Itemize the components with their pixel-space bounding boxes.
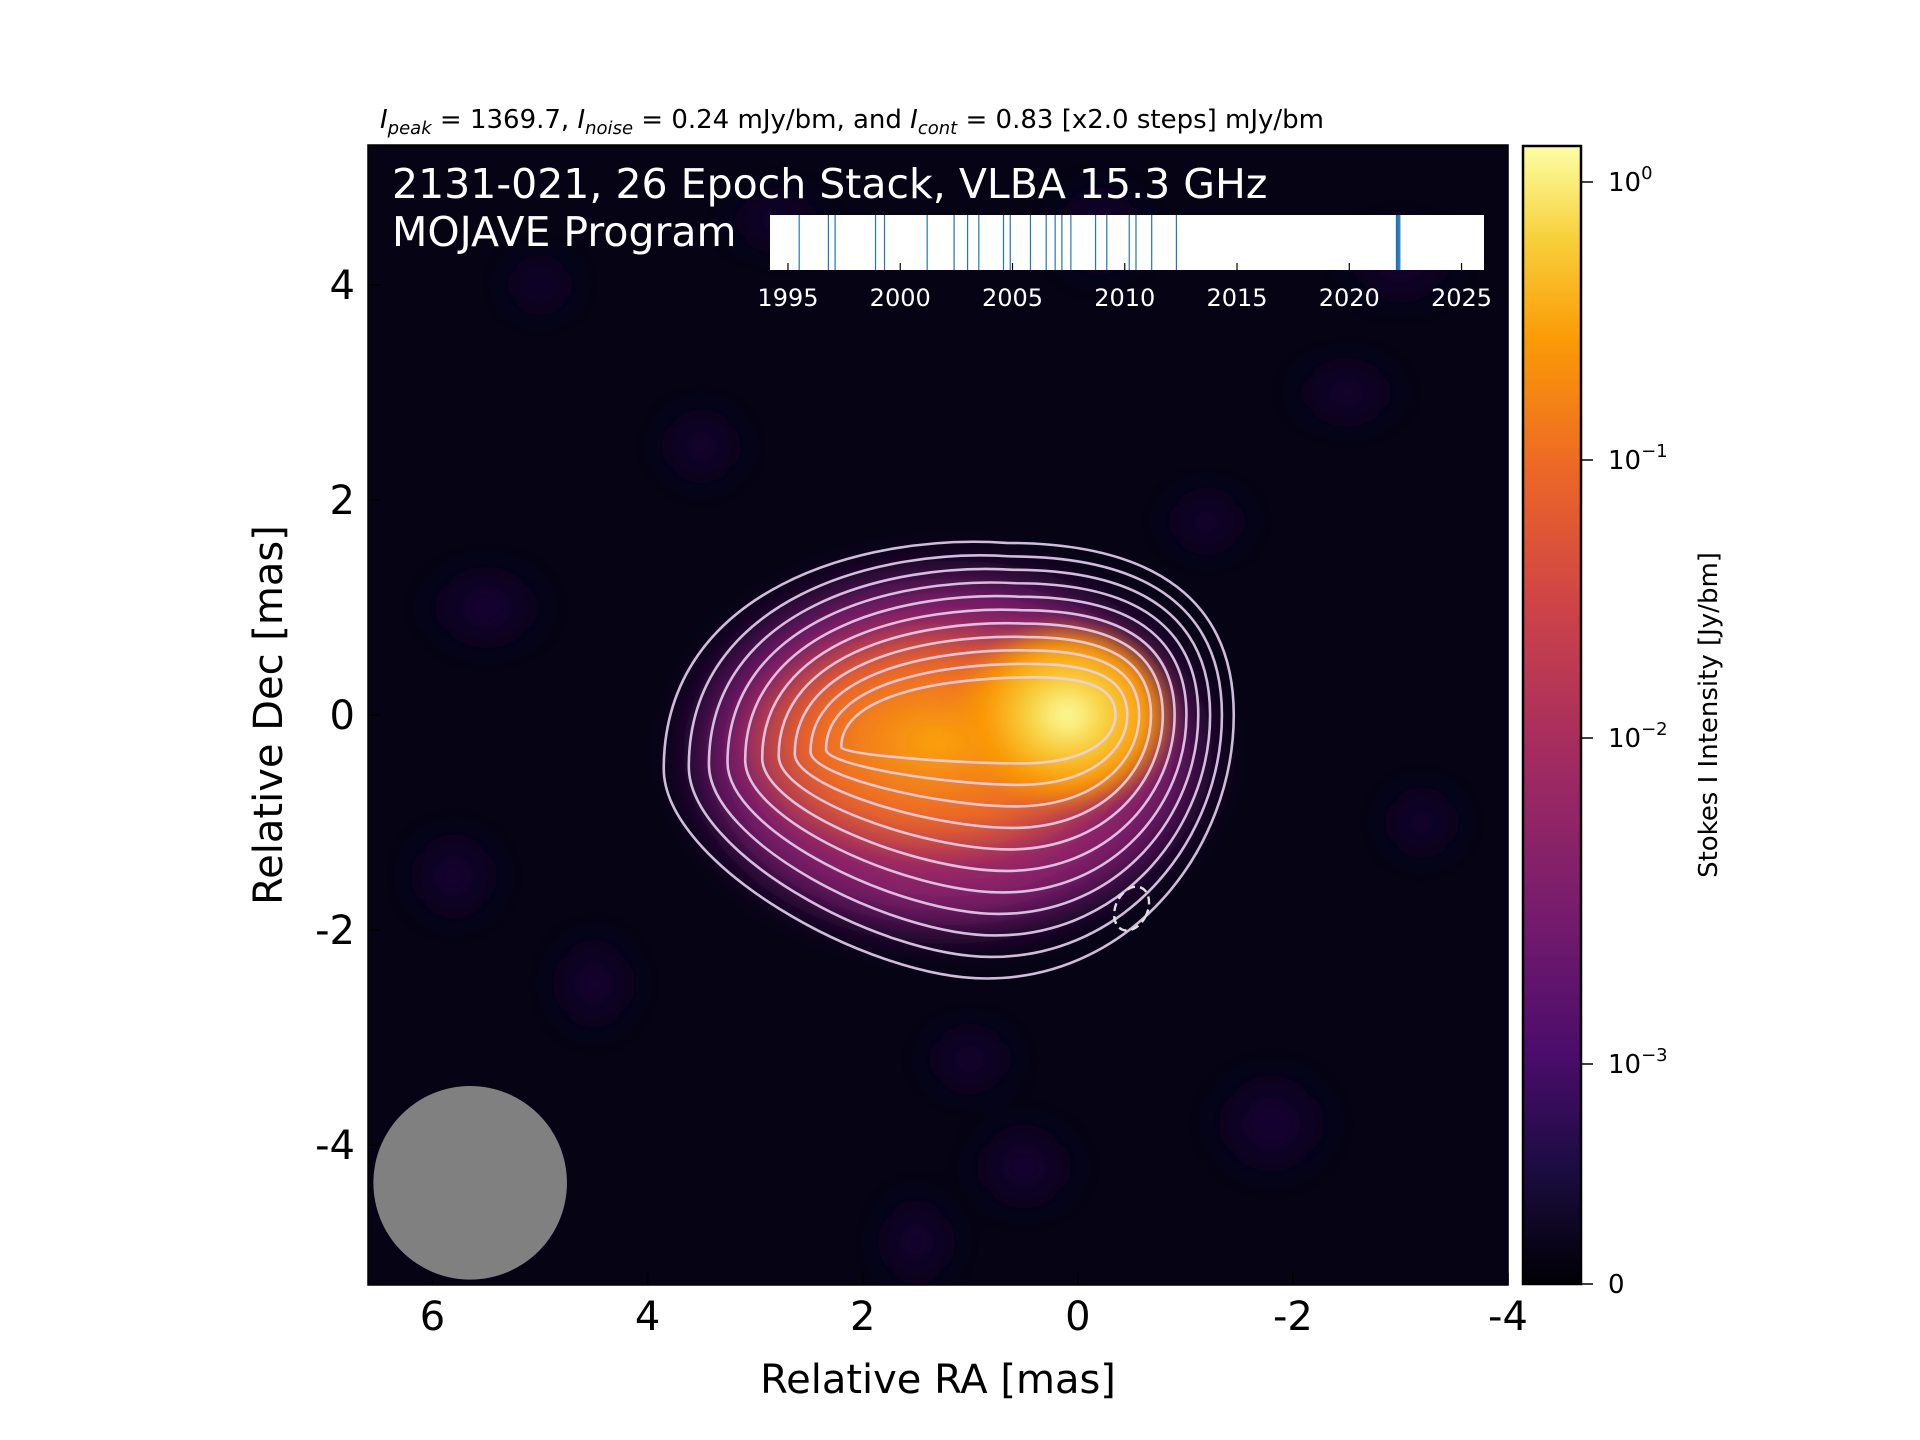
contour-level: [687, 554, 1224, 959]
header-noise-text: = 0.24 mJy/bm, and: [633, 105, 910, 135]
plot-title-line1: 2131-021, 26 Epoch Stack, VLBA 15.3 GHz: [392, 160, 1267, 208]
header-peak-text: = 1369.7,: [432, 105, 578, 135]
epoch-lines: [798, 215, 1401, 270]
y-tick-label: -2: [315, 908, 355, 954]
noise-blob: [1373, 778, 1470, 867]
noise-blob: [495, 249, 586, 320]
contour-level: [809, 649, 1141, 808]
contour-level: [662, 540, 1236, 980]
header-noise-sub: noise: [585, 118, 633, 139]
contour-level: [743, 594, 1188, 894]
colorbar-tick-label: 10−2: [1608, 719, 1668, 754]
negative-contour: [1112, 885, 1151, 932]
timeline-tick-label: 2010: [1094, 284, 1155, 312]
y-axis-ticks: 4 2 0 -2 -4: [315, 263, 380, 1169]
timeline-ticks: 1995 2000 2005 2010 2015 2020 2025: [757, 263, 1492, 312]
timeline-tick-label: 2005: [982, 284, 1043, 312]
image-panel: 2131-021, 26 Epoch Stack, VLBA 15.3 GHz …: [368, 145, 1508, 1285]
noise-blob: [1200, 1060, 1343, 1187]
header-noise-symbol: I: [577, 105, 585, 135]
colorbar-tick-label: 0: [1608, 1270, 1625, 1300]
emission-core: [954, 618, 1180, 812]
colorbar-tick-label: 100: [1608, 163, 1653, 198]
contour-level: [793, 635, 1153, 830]
x-axis-label: Relative RA [mas]: [760, 1357, 1116, 1403]
colorbar-tick-label: 10−1: [1608, 441, 1668, 476]
header-peak-sub: peak: [387, 118, 434, 139]
noise-blob: [399, 821, 510, 932]
colorbar-tick-label: 10−3: [1608, 1045, 1668, 1080]
plot-title-line2: MOJAVE Program: [392, 208, 736, 256]
contour-level: [707, 567, 1212, 937]
x-axis-ticks: 6 4 2 0 -2 -4: [420, 1273, 1528, 1340]
contour-level: [760, 608, 1176, 873]
header-peak-symbol: I: [380, 105, 388, 135]
contour-layer: [662, 540, 1236, 980]
x-tick-label: 2: [850, 1294, 875, 1340]
noise-blob: [870, 1183, 963, 1285]
y-axis-label: Relative Dec [mas]: [246, 525, 292, 905]
x-tick-label: 4: [635, 1294, 660, 1340]
header-cont-sub: cont: [918, 118, 958, 139]
x-tick-label: -2: [1273, 1294, 1313, 1340]
timeline-tick-label: 2025: [1431, 284, 1492, 312]
noise-blob: [649, 400, 754, 493]
colorbar: 100 10−1 10−2 10−3 0 Stokes I Intensity [Jy/…: [1521, 144, 1724, 1300]
chart-header: Ipeak = 1369.7, Inoise = 0.24 mJy/bm, an…: [380, 105, 1324, 139]
noise-blob: [1280, 354, 1413, 431]
noise-blob: [913, 1018, 1028, 1101]
x-tick-label: 0: [1065, 1294, 1090, 1340]
timeline-background: [770, 215, 1484, 270]
noise-blob: [960, 1114, 1089, 1219]
colorbar-label: Stokes I Intensity [Jy/bm]: [1694, 552, 1724, 878]
header-cont-text: = 0.83 [x2.0 steps] mJy/bm: [957, 105, 1324, 135]
header-cont-symbol: I: [910, 105, 918, 135]
timeline-tick-label: 2000: [870, 284, 931, 312]
y-tick-label: -4: [315, 1123, 355, 1169]
noise-blob: [543, 923, 644, 1044]
contour-level: [839, 676, 1117, 765]
beam-ellipse: [373, 1086, 567, 1280]
contour-level: [726, 581, 1200, 916]
y-tick-label: 2: [330, 478, 355, 524]
x-tick-label: 6: [420, 1294, 445, 1340]
noise-blob: [1153, 482, 1260, 561]
contour-level: [777, 621, 1165, 851]
epoch-timeline: 1995 2000 2005 2010 2015 2020 2025: [757, 215, 1492, 312]
timeline-tick-label: 2015: [1206, 284, 1267, 312]
colorbar-ticks: 100 10−1 10−2 10−3 0: [1581, 163, 1668, 1300]
y-tick-label: 0: [330, 693, 355, 739]
noise-blob: [413, 558, 560, 657]
timeline-tick-label: 1995: [757, 284, 818, 312]
timeline-tick-label: 2020: [1319, 284, 1380, 312]
colorbar-gradient: [1521, 144, 1583, 1286]
y-tick-label: 4: [330, 263, 355, 309]
contour-level: [824, 662, 1129, 787]
x-tick-label: -4: [1488, 1294, 1528, 1340]
